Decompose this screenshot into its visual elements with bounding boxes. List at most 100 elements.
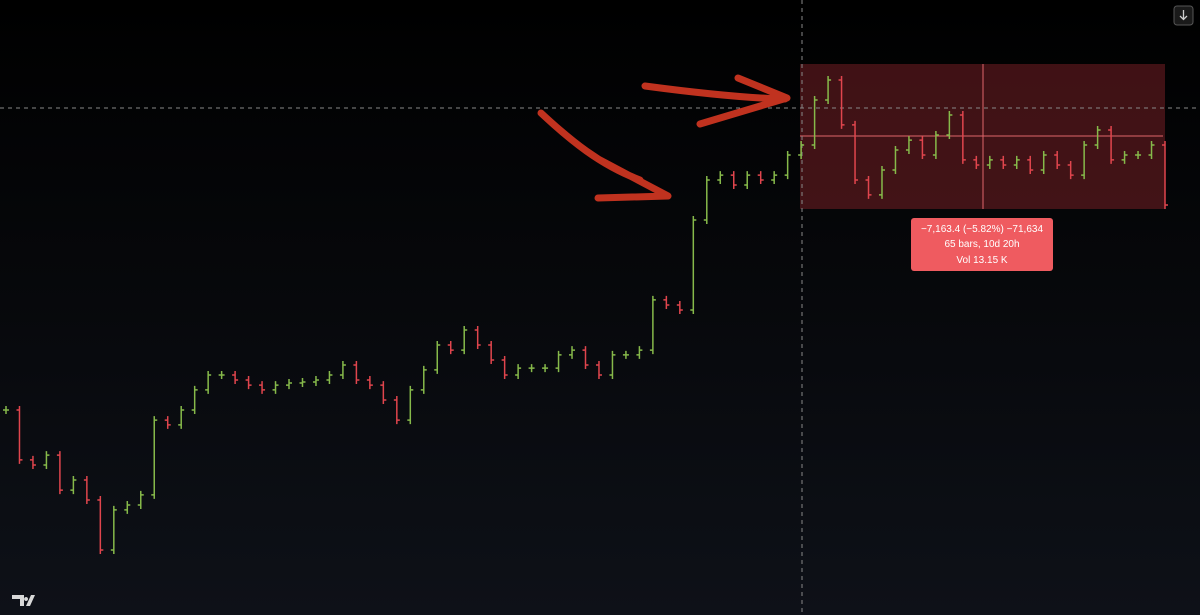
ohlc-bar-shape: [3, 405, 9, 414]
ohlc-bar-shape: [555, 350, 562, 373]
ohlc-bar: [528, 364, 535, 373]
ohlc-bar-shape: [1067, 160, 1074, 180]
ohlc-bar: [137, 490, 144, 510]
ohlc-bar-shape: [932, 131, 939, 160]
ohlc-bar-shape: [798, 140, 805, 160]
ohlc-bar: [1000, 155, 1007, 169]
ohlc-bar-shape: [946, 110, 953, 140]
ohlc-bar-shape: [366, 376, 373, 390]
ohlc-bar: [609, 350, 616, 379]
ohlc-bar: [905, 136, 912, 154]
ohlc-bar: [515, 364, 522, 379]
ohlc-bar-shape: [784, 151, 791, 180]
ohlc-bar: [865, 175, 872, 199]
ohlc-bar: [43, 451, 50, 469]
ohlc-bar: [29, 455, 36, 469]
ohlc-bar-shape: [339, 361, 346, 379]
ohlc-bar: [973, 155, 980, 169]
ohlc-bar-shape: [1000, 155, 1007, 169]
ohlc-bar: [339, 361, 346, 379]
ohlc-bar: [1094, 125, 1101, 149]
ohlc-bar-shape: [582, 346, 589, 370]
ohlc-bar-shape: [191, 385, 198, 414]
ohlc-bar: [312, 376, 319, 387]
ohlc-bar: [232, 370, 239, 385]
ohlc-bar-shape: [609, 350, 616, 379]
ohlc-bar: [447, 341, 454, 355]
arrow: [641, 74, 791, 128]
ohlc-bar-shape: [1135, 151, 1142, 160]
ohlc-bar-shape: [393, 396, 400, 425]
ohlc-bar-shape: [636, 346, 643, 359]
ohlc-bar-shape: [1027, 155, 1034, 175]
ohlc-bar-shape: [663, 295, 670, 309]
ohlc-bar-shape: [919, 136, 926, 160]
ohlc-bar: [97, 495, 104, 554]
measure-volume: Vol 13.15 K: [956, 255, 1007, 266]
ohlc-bar: [3, 405, 9, 414]
ohlc-bar-shape: [1013, 155, 1020, 169]
ohlc-bar-shape: [97, 495, 104, 554]
ohlc-bar-shape: [676, 300, 683, 315]
ohlc-bar: [569, 346, 576, 359]
ohlc-bar-shape: [1148, 140, 1155, 160]
ohlc-bar-shape: [528, 364, 535, 373]
ohlc-bar-shape: [353, 361, 360, 385]
ohlc-bar: [70, 475, 77, 495]
ohlc-bar-shape: [56, 451, 63, 495]
ohlc-bar: [218, 370, 225, 379]
ohlc-bar: [407, 385, 414, 425]
ohlc-bar: [272, 381, 279, 394]
ohlc-bar: [56, 451, 63, 495]
ohlc-bar: [461, 326, 468, 355]
ohlc-bar: [353, 361, 360, 385]
ohlc-bar-shape: [811, 96, 818, 149]
ohlc-bar: [663, 295, 670, 309]
ohlc-bar: [878, 166, 885, 199]
ohlc-bar-shape: [1108, 125, 1115, 164]
ohlc-bar-shape: [973, 155, 980, 169]
ohlc-bar: [649, 295, 656, 355]
ohlc-bar: [892, 145, 899, 175]
ohlc-bar: [1081, 140, 1088, 180]
ohlc-bar-shape: [407, 385, 414, 425]
ohlc-bar: [838, 75, 845, 129]
ohlc-bar: [299, 378, 306, 388]
ohlc-bar: [420, 365, 427, 394]
ohlc-bar-shape: [1040, 151, 1047, 175]
ohlc-bar: [83, 475, 90, 504]
ohlc-bar: [151, 416, 158, 499]
ohlc-bar-shape: [1054, 151, 1061, 169]
ohlc-bar: [1067, 160, 1074, 180]
ohlc-bar-shape: [569, 346, 576, 359]
ohlc-bar: [1162, 140, 1168, 210]
ohlc-bar: [542, 364, 549, 373]
ohlc-bar: [393, 396, 400, 425]
ohlc-bar-shape: [70, 475, 77, 495]
ohlc-bar: [771, 171, 778, 184]
ohlc-bar-shape: [878, 166, 885, 199]
ohlc-bar: [380, 381, 387, 405]
ohlc-bar: [1054, 151, 1061, 169]
ohlc-bar-shape: [83, 475, 90, 504]
ohlc-bar: [501, 355, 508, 379]
ohlc-bar-shape: [124, 501, 131, 514]
ohlc-bar-shape: [447, 341, 454, 355]
ohlc-bar-shape: [380, 381, 387, 405]
ohlc-bar-shape: [905, 136, 912, 154]
ohlc-bar: [703, 175, 710, 224]
ohlc-bar: [259, 381, 266, 394]
arrow: [537, 109, 672, 202]
ohlc-bar-shape: [986, 155, 993, 169]
ohlc-bar: [326, 370, 333, 385]
ohlc-bar: [164, 416, 171, 429]
ohlc-bar: [366, 376, 373, 390]
ohlc-bar: [636, 346, 643, 359]
ohlc-bar-shape: [151, 416, 158, 499]
ohlc-bar-shape: [717, 171, 724, 184]
ohlc-bar-shape: [649, 295, 656, 355]
ohlc-bar-shape: [232, 370, 239, 385]
ohlc-bar-shape: [245, 376, 252, 390]
